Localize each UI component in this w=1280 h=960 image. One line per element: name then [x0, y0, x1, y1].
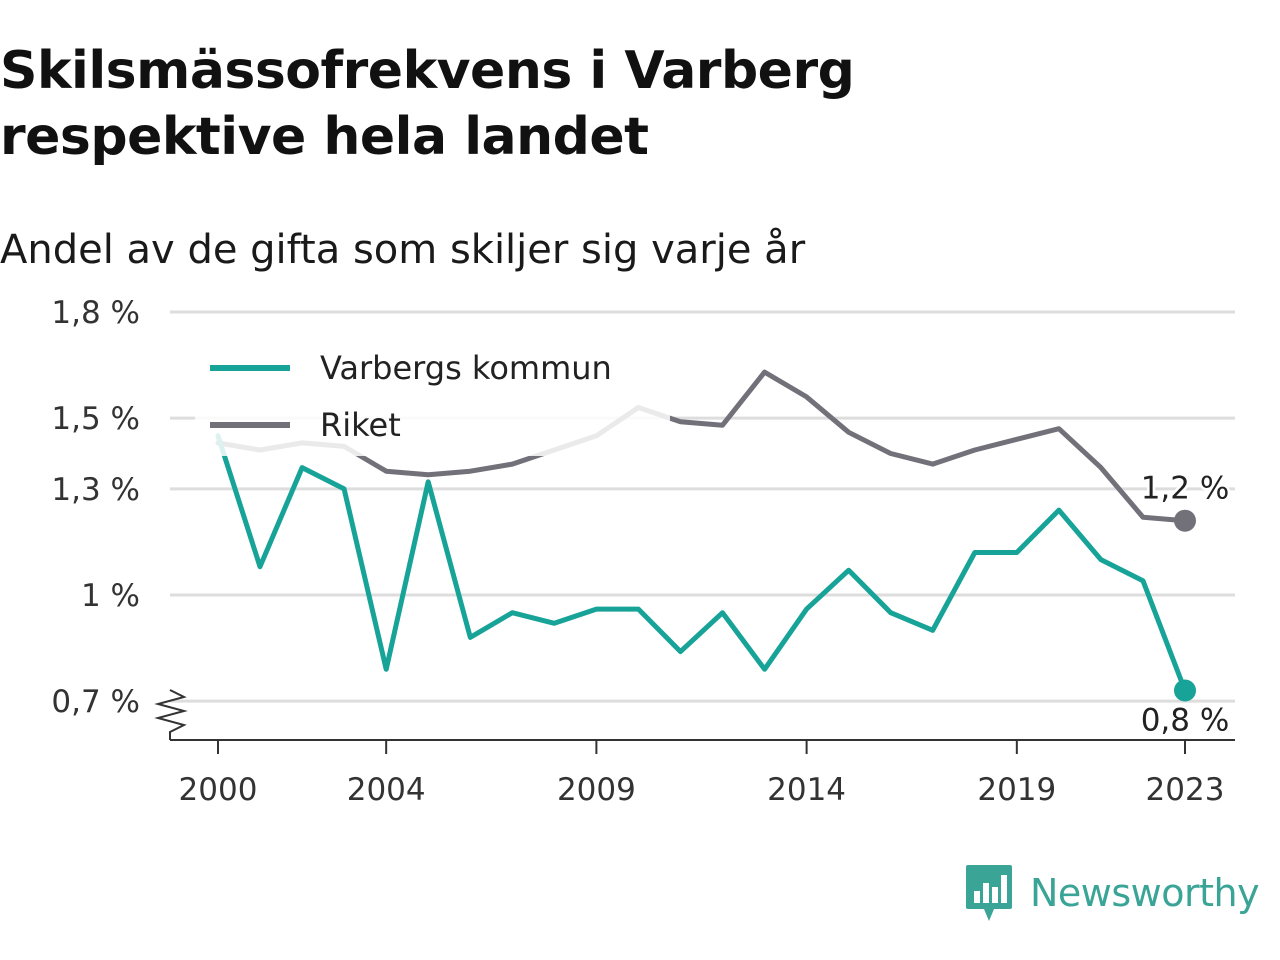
axis-break-icon — [154, 689, 188, 740]
series-line-riket — [215, 369, 1188, 524]
y-tick-label: 1,8 % — [51, 295, 140, 331]
chart-title-line2: respektive hela landet — [0, 107, 649, 167]
x-tick-label: 2009 — [557, 772, 636, 808]
x-tick-label: 2023 — [1146, 772, 1225, 808]
x-tick-label: 2019 — [977, 772, 1056, 808]
legend-label: Varbergs kommun — [320, 349, 612, 387]
end-point — [1174, 679, 1196, 702]
chart-title-line1: Skilsmässofrekvens i Varberg — [0, 41, 855, 101]
x-tick-label: 2014 — [767, 772, 846, 808]
x-tick-label: 2004 — [347, 772, 426, 808]
newsworthy-logo: Newsworthy — [964, 862, 1260, 924]
chart-title: Skilsmässofrekvens i Varberg respektive … — [0, 38, 1270, 170]
end-value-label: 1,2 % — [1141, 471, 1230, 507]
legend-label: Riket — [320, 406, 401, 444]
series-line-varbergs-kommun — [215, 433, 1188, 693]
brand-name: Newsworthy — [1030, 871, 1260, 915]
y-axis-tick-labels: 0,7 % 1 % 1,3 % 1,5 % 1,8 % — [51, 295, 140, 720]
y-tick-label: 0,7 % — [51, 684, 140, 720]
end-value-label: 0,8 % — [1141, 702, 1230, 738]
end-labels: 0,8 % 1,2 % — [1138, 468, 1232, 741]
legend: Varbergs kommun Riket — [195, 338, 670, 456]
bar-chart-speech-bubble-icon — [966, 865, 1012, 921]
end-point — [1174, 509, 1196, 532]
y-tick-label: 1 % — [81, 578, 140, 614]
x-axis-tick-labels: 2000 2004 2009 2014 2019 2023 — [179, 772, 1225, 808]
grid-lines — [170, 310, 1235, 703]
legend-background — [195, 338, 670, 456]
y-tick-label: 1,5 % — [51, 401, 140, 437]
x-axis — [154, 689, 1235, 754]
y-tick-label: 1,3 % — [51, 472, 140, 508]
series-lines — [215, 369, 1188, 693]
chart-subtitle: Andel av de gifta som skiljer sig varje … — [0, 227, 806, 273]
x-tick-label: 2000 — [179, 772, 258, 808]
